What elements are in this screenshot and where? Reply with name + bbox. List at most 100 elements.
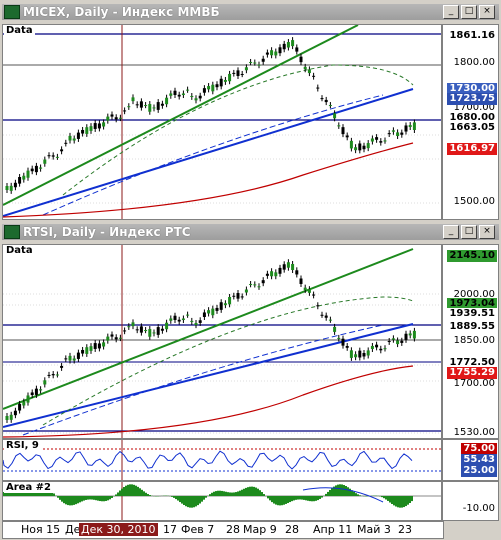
micex-candle (328, 105, 332, 107)
area-bar (295, 496, 297, 500)
rtsi-candle (307, 289, 311, 293)
micex-candle (64, 142, 68, 144)
micex-candle (181, 93, 185, 96)
micex-candle (408, 125, 412, 128)
area-bar (191, 496, 193, 508)
area-scale[interactable]: -10.00 (442, 481, 499, 521)
micex-plot-area[interactable]: Data (2, 24, 442, 220)
micex-candle (114, 117, 118, 120)
rsi-panel[interactable]: RSI, 9 (2, 439, 442, 481)
area-bar (245, 487, 247, 496)
area-bar (291, 496, 293, 502)
area-bar (277, 496, 279, 506)
area-bar (213, 491, 215, 496)
micex-candle (97, 123, 101, 129)
micex-candle (274, 51, 278, 56)
rtsi-candle (68, 355, 72, 361)
micex-candle (89, 126, 93, 131)
area-bar (403, 496, 405, 508)
date-axis[interactable]: Ноя 15 Де Дек 30, 2010 17 Фев 7 28 Мар 9… (2, 521, 444, 539)
rtsi-candle (39, 389, 43, 391)
micex-candle (291, 40, 295, 47)
area-bar (89, 496, 91, 500)
rtsi-candle (198, 320, 202, 323)
micex-tick-1800: 1800.00 (453, 57, 495, 68)
area-bar (301, 496, 303, 500)
micex-candle (232, 72, 236, 74)
micex-candle (30, 168, 34, 172)
area-bar (215, 491, 217, 496)
area-bar (321, 496, 323, 498)
rtsi-plot-area[interactable]: Data (2, 244, 442, 439)
rtsi-candle (64, 358, 68, 360)
rtsi-candle (110, 334, 114, 337)
rsi-scale[interactable]: 75.00 55.43 25.00 (442, 439, 499, 481)
area-bar (27, 491, 29, 496)
micex-candle (202, 88, 206, 93)
area-bar (237, 491, 239, 496)
date-label: Ноя 15 (21, 523, 61, 536)
ma-line (3, 142, 414, 218)
area-bar (339, 484, 341, 496)
close-button[interactable]: × (479, 225, 495, 239)
micex-candle (383, 140, 387, 142)
area-bar (387, 496, 389, 501)
rtsi-chart-window: RTSI, Daily - Индекс РТС _ □ × Data 2000… (0, 220, 501, 521)
area-bar (111, 496, 113, 498)
rtsi-candle (400, 340, 404, 343)
area-bar (197, 496, 199, 506)
micex-candle (379, 141, 383, 143)
micex-candle (139, 101, 143, 108)
area-bar (185, 496, 187, 507)
micex-candle (253, 62, 257, 64)
area-bar (171, 496, 173, 497)
area-bar (139, 488, 141, 496)
area-bar (51, 491, 53, 496)
rtsi-candle (131, 322, 135, 327)
micex-candle (211, 84, 215, 92)
minimize-button[interactable]: _ (443, 225, 459, 239)
area-bar (251, 486, 253, 496)
rtsi-candle (282, 264, 286, 270)
area-bar (389, 496, 391, 503)
rtsi-candle (408, 333, 412, 336)
area-bar (173, 496, 175, 498)
minimize-button[interactable]: _ (443, 5, 459, 19)
micex-candle (228, 73, 232, 82)
micex-candle (265, 52, 269, 55)
area-bar (227, 492, 229, 496)
maximize-button[interactable]: □ (461, 5, 477, 19)
rtsi-candle (370, 345, 374, 349)
area-bar (81, 496, 83, 502)
area-bar (121, 488, 123, 496)
rtsi-candle (349, 350, 353, 358)
rtsi-price-scale[interactable]: 2000.00 1850.00 1700.00 1530.00 2145.10 … (442, 244, 499, 439)
area-bar (175, 496, 177, 500)
area-value: -10.00 (462, 503, 495, 514)
area-panel[interactable]: Area #2 (2, 481, 442, 521)
rtsi-titlebar[interactable]: RTSI, Daily - Индекс РТС _ □ × (2, 224, 499, 240)
area-bar (71, 496, 73, 506)
micex-badge-last: 1663.05 (447, 122, 497, 134)
micex-candle (337, 125, 341, 127)
micex-titlebar[interactable]: MICEX, Daily - Индекс ММВБ _ □ × (2, 4, 499, 20)
area-bar (147, 494, 149, 496)
area-bar (325, 493, 327, 496)
date-label: Мар 9 (243, 523, 277, 536)
date-label: 23 (398, 523, 412, 536)
area-bar (11, 490, 13, 496)
close-button[interactable]: × (479, 5, 495, 19)
rtsi-candle (354, 354, 358, 358)
area-bar (275, 496, 277, 505)
rtsi-badge-last: 1889.55 (447, 321, 497, 333)
rtsi-candle (30, 392, 34, 396)
micex-candle (316, 87, 320, 89)
maximize-button[interactable]: □ (461, 225, 477, 239)
area-bar (205, 496, 207, 498)
rtsi-candle (249, 284, 253, 286)
micex-badge-1723: 1723.75 (447, 93, 497, 105)
micex-candle (123, 110, 127, 112)
micex-price-scale[interactable]: 1800.00 1700.00 1600.00 1500.00 1861.16 … (442, 24, 499, 220)
rtsi-candle (328, 319, 332, 321)
rtsi-candle (261, 280, 265, 284)
